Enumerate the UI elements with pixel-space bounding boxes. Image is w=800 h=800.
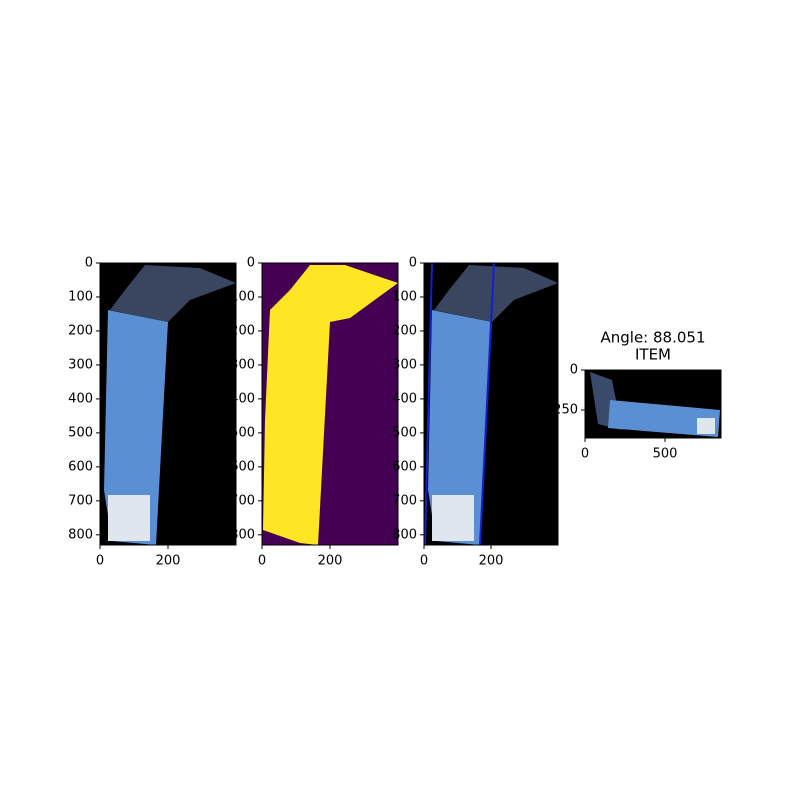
y-tick-label: 400: [230, 391, 255, 406]
x-tick-label: 0: [581, 447, 589, 462]
y-tick-label: 100: [68, 289, 93, 304]
axes-frame: [584, 369, 722, 439]
fit-line: [424, 262, 433, 546]
axes-title: Angle: 88.051: [601, 329, 706, 347]
y-tick-label: 100: [392, 289, 417, 304]
image-2: [262, 263, 398, 545]
x-tick-label: 200: [479, 554, 504, 569]
y-tick-label: 250: [553, 403, 578, 418]
book-spine: [428, 310, 492, 545]
y-tick-label: 0: [409, 256, 417, 271]
book-top: [434, 265, 558, 322]
y-tick-label: 400: [68, 391, 93, 406]
fit-line: [479, 262, 495, 546]
image-3: [424, 262, 558, 546]
y-tick-label: 700: [230, 493, 255, 508]
x-tick-label: 0: [96, 554, 104, 569]
x-tick-label: 500: [653, 447, 678, 462]
x-tick-label: 200: [318, 554, 343, 569]
y-tick-label: 200: [392, 323, 417, 338]
image-4: [585, 370, 721, 438]
y-tick-label: 0: [247, 256, 255, 271]
y-tick-label: 0: [570, 363, 578, 378]
y-tick-label: 100: [230, 289, 255, 304]
y-tick-label: 800: [392, 527, 417, 542]
y-tick-label: 500: [230, 425, 255, 440]
y-tick-label: 200: [68, 323, 93, 338]
y-tick-label: 600: [68, 459, 93, 474]
y-tick-label: 600: [392, 459, 417, 474]
mask: [263, 265, 398, 545]
x-tick-label: 0: [258, 554, 266, 569]
y-tick-label: 600: [230, 459, 255, 474]
y-tick-label: 800: [230, 527, 255, 542]
y-tick-label: 700: [68, 493, 93, 508]
y-tick-label: 800: [68, 527, 93, 542]
axes-title: ITEM: [635, 346, 671, 364]
label: [697, 418, 715, 434]
y-tick-label: 0: [85, 256, 93, 271]
book-top: [110, 265, 236, 322]
book-spine: [608, 400, 720, 437]
y-tick-label: 300: [392, 357, 417, 372]
y-tick-label: 500: [68, 425, 93, 440]
y-tick-label: 500: [392, 425, 417, 440]
image-1: [100, 263, 236, 545]
label: [108, 495, 150, 541]
y-tick-label: 400: [392, 391, 417, 406]
y-tick-label: 300: [68, 357, 93, 372]
x-tick-label: 200: [156, 554, 181, 569]
x-tick-label: 0: [420, 554, 428, 569]
y-tick-label: 300: [230, 357, 255, 372]
y-tick-label: 200: [230, 323, 255, 338]
label: [432, 495, 474, 541]
y-tick-label: 700: [392, 493, 417, 508]
book-spine: [104, 310, 168, 545]
